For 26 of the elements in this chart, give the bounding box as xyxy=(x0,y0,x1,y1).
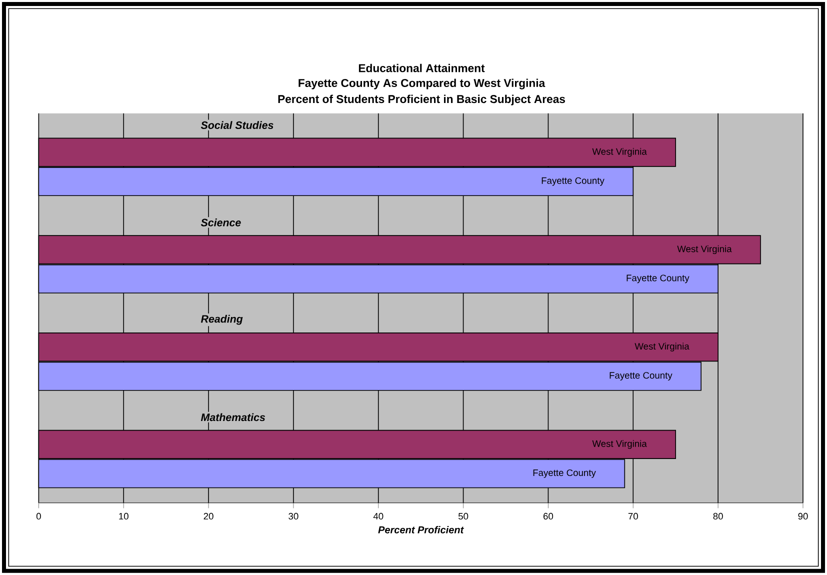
y-tick-label: Reading xyxy=(200,314,243,325)
x-axis-title: Percent Proficient xyxy=(378,526,464,534)
chart-subtitle: Fayette County As Compared to West Virginia xyxy=(298,78,546,90)
x-tick-label: 40 xyxy=(373,512,384,520)
text: Fayette County xyxy=(542,177,604,186)
x-tick-label: 0 xyxy=(36,512,41,520)
y-tick-label: Mathematics xyxy=(200,413,266,422)
text: Fayette County xyxy=(610,372,672,381)
text: Percent of Students Proficient in Basic Subject Areas xyxy=(278,94,565,106)
y-tick-label: Social Studies xyxy=(200,121,274,130)
x-tick-label: 90 xyxy=(798,512,808,520)
series-label: Fayette County xyxy=(626,274,690,284)
x-tick-label: 20 xyxy=(204,512,214,520)
x-tick-label: 80 xyxy=(713,512,723,520)
text: West Virginia xyxy=(634,342,690,352)
x-tick-label: 70 xyxy=(628,512,638,520)
series-label: West Virginia xyxy=(592,148,647,157)
text: West Virginia xyxy=(592,440,647,449)
x-tick-label: 60 xyxy=(544,512,554,520)
text: Fayette County xyxy=(533,469,596,478)
y-tick-label: Science xyxy=(200,218,241,226)
x-tick-label: 50 xyxy=(458,512,468,520)
x-tick-label: 30 xyxy=(288,512,298,520)
text: West Virginia xyxy=(677,245,732,254)
x-tick-label: 10 xyxy=(119,512,128,520)
chart-title: Educational Attainment xyxy=(358,64,485,72)
